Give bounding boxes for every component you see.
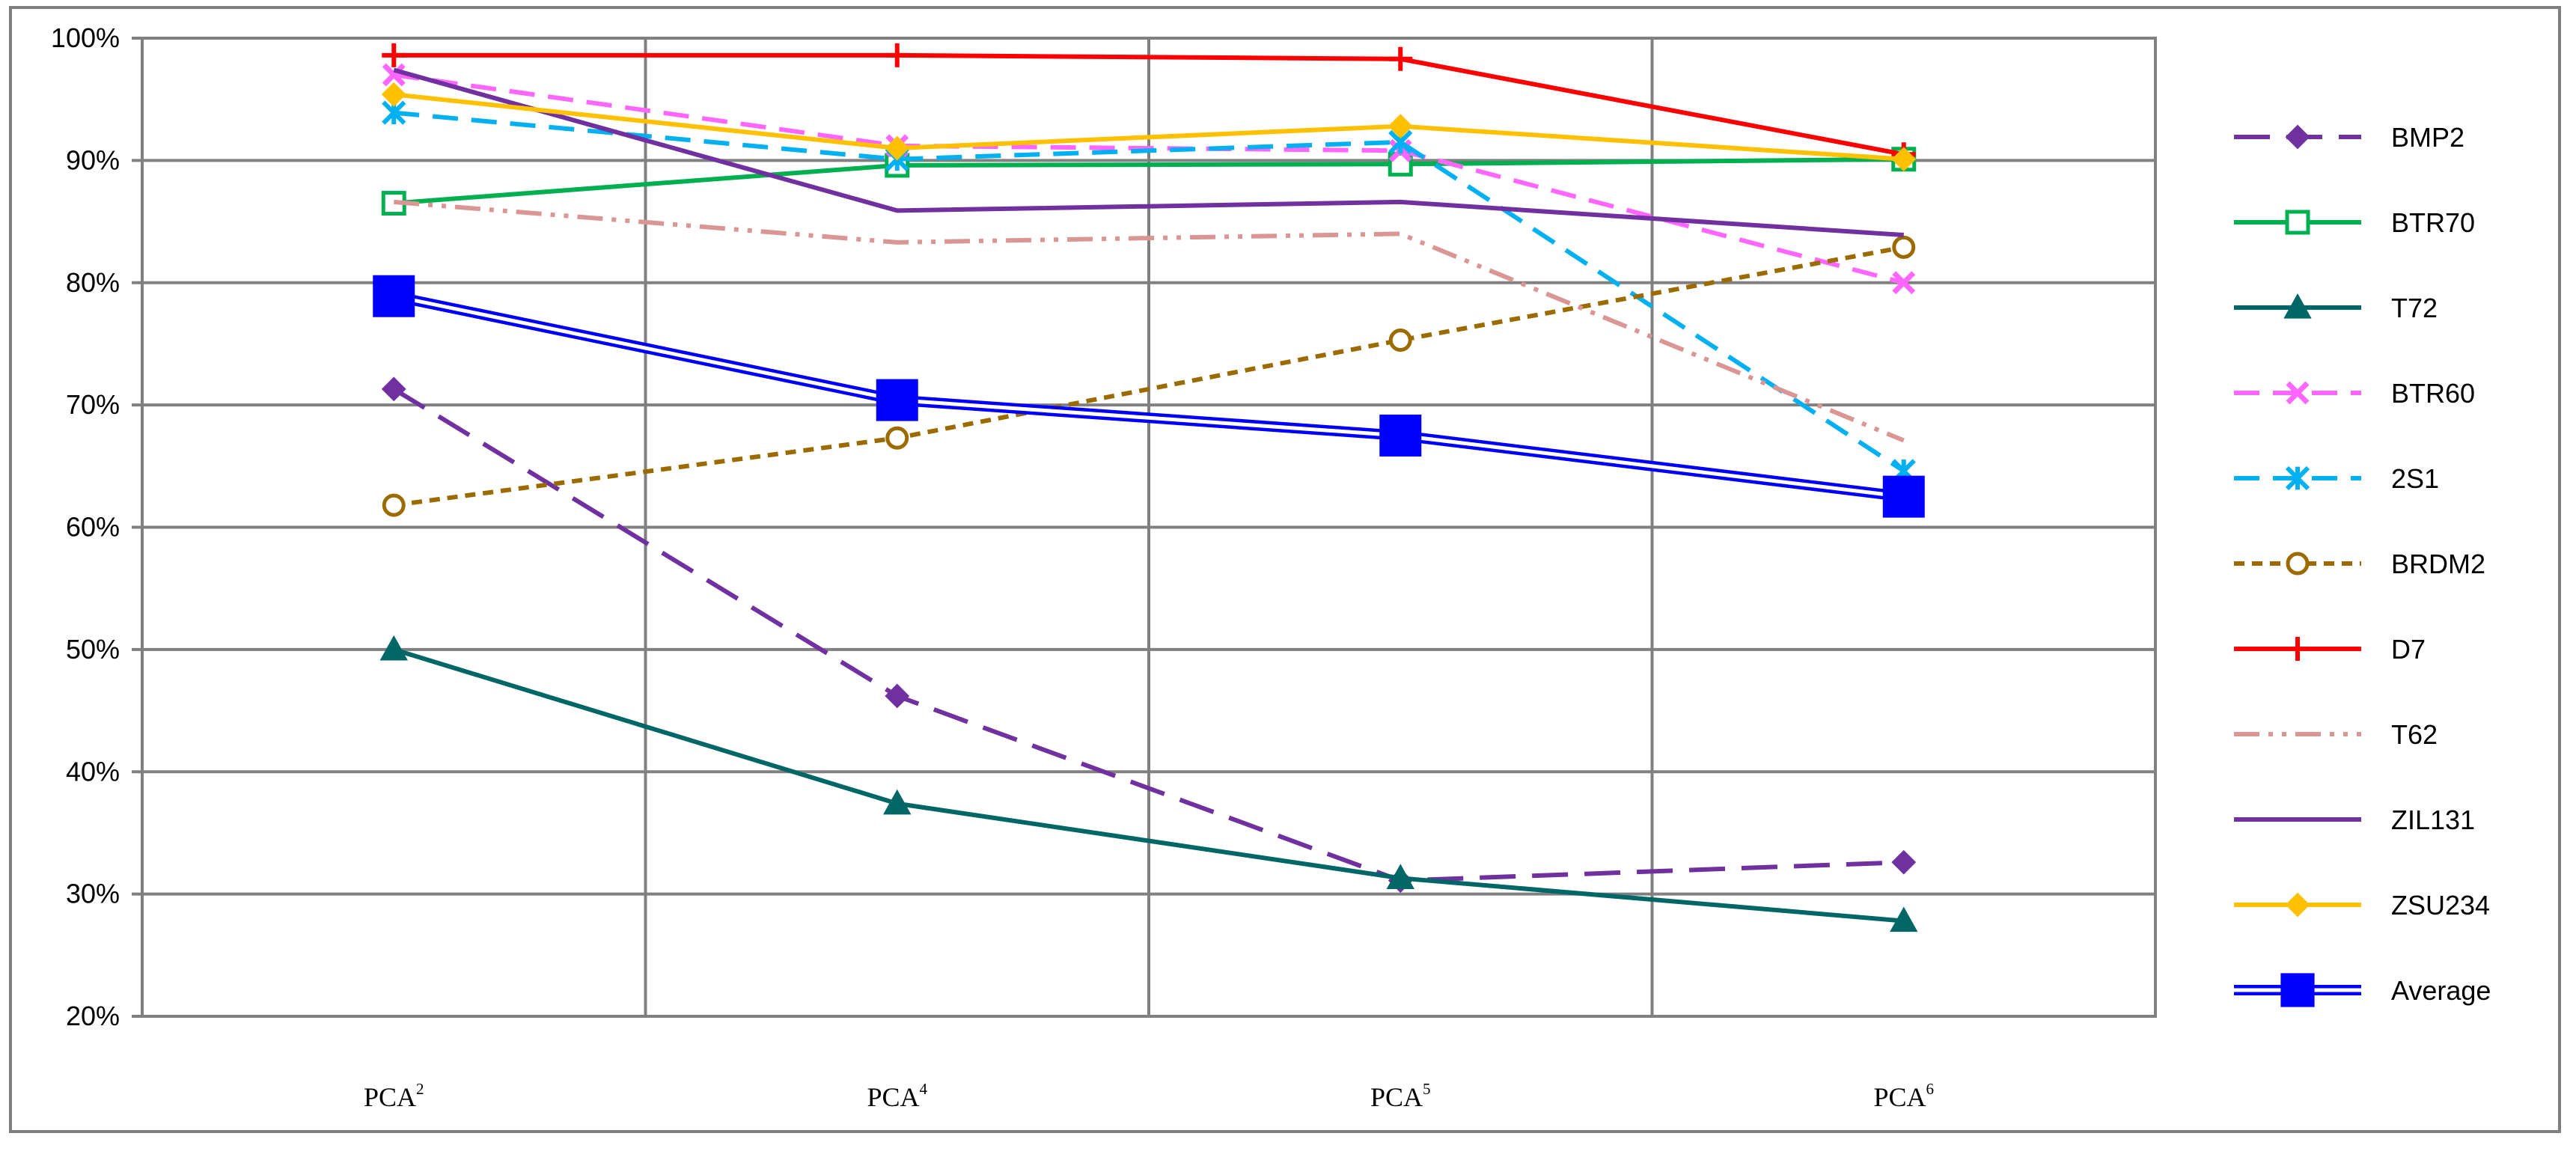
legend-entry-t62: T62	[2234, 719, 2438, 750]
series-line-btr60	[393, 73, 1905, 285]
data-point-t72	[1890, 906, 1918, 932]
y-tick-label: 80%	[66, 267, 120, 298]
series-lines	[373, 43, 1925, 932]
x-tick-label: PCA5	[1370, 1080, 1431, 1112]
series-line-t72	[393, 647, 1905, 924]
legend-marker-d7	[2286, 637, 2310, 661]
data-point-average	[1379, 414, 1422, 457]
legend-entry-2s1: 2S1	[2234, 463, 2439, 494]
data-point-t72	[883, 789, 912, 815]
gridlines	[141, 37, 2157, 1018]
data-point-average	[876, 379, 918, 421]
series-t72	[379, 635, 1918, 932]
y-tick-label: 70%	[66, 389, 120, 420]
legend-entry-btr60: BTR60	[2234, 378, 2475, 409]
legend-label: Average	[2391, 975, 2491, 1006]
series-average	[373, 275, 1925, 518]
legend-entry-d7: D7	[2234, 634, 2426, 665]
data-point-zsu234	[381, 82, 406, 107]
series-line-btr70	[394, 156, 1904, 206]
data-point-bmp2	[1891, 849, 1917, 875]
x-tick-label: PCA4	[867, 1080, 927, 1112]
data-point-d7	[885, 43, 909, 67]
series-line-brdm2	[393, 245, 1905, 508]
series-line-zil131	[393, 67, 1904, 238]
series-line-bmp2	[392, 387, 1904, 883]
data-point-brdm2	[382, 493, 406, 517]
y-tick-label: 90%	[66, 144, 120, 175]
y-tick-label: 100%	[51, 22, 120, 53]
legend-label: T72	[2391, 293, 2438, 323]
legend-label: BTR70	[2391, 207, 2475, 238]
legend-marker-t72	[2283, 293, 2312, 319]
legend-marker-brdm2	[2286, 552, 2310, 576]
y-tick-label: 60%	[66, 512, 120, 543]
y-tick-label: 50%	[66, 634, 120, 665]
legend-label: D7	[2391, 634, 2426, 665]
data-point-t72	[1386, 864, 1414, 889]
legend-entry-zsu234: ZSU234	[2234, 890, 2490, 921]
legend-label: T62	[2391, 719, 2438, 750]
series-zil131	[393, 67, 1904, 238]
series-line-zsu234	[393, 92, 1904, 162]
data-point-d7	[1388, 46, 1413, 71]
legend: BMP2 BTR70 T72 BTR60 2S1 BRDM2 D7 T62 ZIL131 ZSU2…	[2234, 122, 2491, 1007]
legend-entry-average: Average	[2234, 973, 2491, 1007]
data-point-d7	[382, 43, 406, 67]
series-t62	[394, 199, 1905, 443]
legend-label: BMP2	[2391, 122, 2464, 153]
series-zsu234	[381, 82, 1917, 172]
data-point-zsu234	[1891, 147, 1917, 172]
legend-marker-btr60	[2286, 381, 2310, 405]
legend-label: 2S1	[2391, 463, 2439, 494]
series-brdm2	[382, 235, 1916, 517]
data-point-zsu234	[885, 135, 910, 161]
legend-marker-btr70	[2285, 210, 2310, 235]
series-line-t62	[394, 199, 1905, 443]
series-line-2s1	[393, 110, 1905, 473]
y-tick-label: 30%	[66, 879, 120, 909]
legend-entry-t72: T72	[2234, 293, 2438, 323]
legend-entry-zil131: ZIL131	[2234, 805, 2475, 835]
legend-marker-2s1	[2285, 465, 2310, 491]
x-tick-label: PCA2	[364, 1080, 424, 1112]
y-tick-label: 40%	[66, 756, 120, 787]
x-tick-label: PCA6	[1873, 1080, 1934, 1112]
series-line-d7	[394, 52, 1905, 157]
legend-entry-brdm2: BRDM2	[2234, 549, 2485, 579]
data-point-zsu234	[1388, 114, 1413, 139]
data-point-brdm2	[885, 426, 909, 450]
axes: 20% 30% 40% 50% 60% 70% 80% 90% 100% PCA2 PCA4 PCA5…	[51, 22, 1934, 1112]
legend-entry-bmp2: BMP2	[2234, 122, 2464, 153]
data-point-average	[373, 275, 415, 317]
legend-entry-btr70: BTR70	[2234, 207, 2475, 238]
legend-marker-zsu234	[2285, 892, 2310, 918]
series-line-average-inner	[393, 294, 1905, 499]
legend-label: BRDM2	[2391, 549, 2485, 579]
data-point-brdm2	[1388, 329, 1412, 352]
data-point-bmp2	[885, 683, 910, 709]
legend-label: ZIL131	[2391, 805, 2475, 835]
data-point-btr60	[382, 63, 406, 87]
legend-label: BTR60	[2391, 378, 2475, 409]
data-point-average	[1882, 475, 1925, 518]
y-tick-label: 20%	[66, 1001, 120, 1031]
data-point-t72	[379, 635, 408, 661]
data-point-bmp2	[381, 376, 406, 402]
legend-marker-bmp2	[2285, 124, 2310, 150]
data-point-brdm2	[1892, 235, 1916, 259]
legend-label: ZSU234	[2391, 890, 2490, 921]
legend-marker-average	[2280, 973, 2315, 1007]
chart-frame	[9, 6, 2561, 1133]
data-point-btr60	[1892, 271, 1916, 295]
